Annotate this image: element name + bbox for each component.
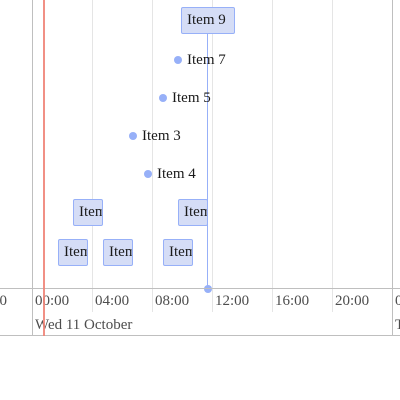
item-label: Item 3 xyxy=(142,128,181,144)
axis-tick-label: 20:00 xyxy=(335,293,370,309)
point-dot-icon xyxy=(129,132,137,140)
axis-tick-label: 08:00 xyxy=(155,293,190,309)
point-dot-icon xyxy=(159,94,167,102)
current-time-marker xyxy=(43,0,45,336)
grid-line xyxy=(272,0,273,312)
axis-tick-label: 16:00 xyxy=(275,293,310,309)
item-label: Item xyxy=(169,244,192,260)
item-label: Item xyxy=(79,204,102,220)
item-label: Item 7 xyxy=(187,52,226,68)
timeline[interactable]: Item 9 Item 7 Item 5 Item 3 Item 4 Item … xyxy=(0,0,400,336)
item-9-dot-icon xyxy=(204,285,212,293)
timeline-center-panel[interactable]: Item 9 Item 7 Item 5 Item 3 Item 4 Item … xyxy=(0,0,400,336)
point-dot-icon xyxy=(174,56,182,64)
item-label: Item 9 xyxy=(187,12,226,28)
item-label: Item xyxy=(184,204,207,220)
item-label: Item 4 xyxy=(157,166,196,182)
item-9-line xyxy=(207,34,208,289)
timeline-item-9[interactable]: Item 9 xyxy=(181,7,235,34)
grid-line xyxy=(152,0,153,312)
axis-tick-label: 04:00 xyxy=(95,293,130,309)
timeline-item-box-e[interactable]: Item xyxy=(163,239,193,266)
axis-date-label: Wed 11 October xyxy=(35,317,133,333)
grid-line xyxy=(212,0,213,312)
axis-tick-label: 00 xyxy=(0,293,7,309)
axis-tick-label: 12:00 xyxy=(215,293,250,309)
point-dot-icon xyxy=(144,170,152,178)
grid-line-major xyxy=(392,0,393,336)
item-label: Item 5 xyxy=(172,90,211,106)
item-label: Item xyxy=(109,244,132,260)
axis-tick-label: 0 xyxy=(395,293,400,309)
grid-line-major xyxy=(32,0,33,336)
item-label: Item xyxy=(64,244,87,260)
timeline-item-box-c[interactable]: Item xyxy=(58,239,88,266)
axis-tick-label: 00:00 xyxy=(35,293,70,309)
timeline-item-box-d[interactable]: Item xyxy=(103,239,133,266)
grid-line xyxy=(332,0,333,312)
timeline-item-box-a[interactable]: Item xyxy=(73,199,103,226)
timeline-bottom-border xyxy=(0,335,400,336)
grid-line xyxy=(92,0,93,312)
axis-date-label-next: T xyxy=(395,317,400,333)
time-axis[interactable]: 00 00:00 04:00 08:00 12:00 16:00 20:00 0… xyxy=(0,288,400,336)
timeline-item-box-b[interactable]: Item xyxy=(178,199,208,226)
